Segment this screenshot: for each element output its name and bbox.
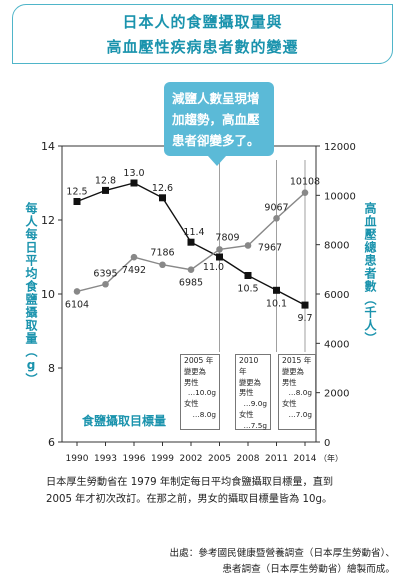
title-box: 日本人的食鹽攝取量與 高血壓性疾病患者數的變遷: [12, 4, 393, 64]
standard-head: 變更為: [184, 366, 206, 376]
salt-intake-point: [102, 186, 109, 194]
right-tick-label: 10000: [324, 191, 356, 202]
standard-box-2005: 2005 年 變更為 男性 …10.0g 女性 …8.0g: [180, 354, 220, 430]
standard-year: 2015 年: [282, 356, 312, 365]
patient-count-point: [159, 261, 166, 269]
patient-count-label: 7967: [258, 242, 282, 253]
standard-box-2015: 2015 年 變更為 男性 …8.0g 女性 …7.0g: [278, 354, 316, 430]
salt-intake-label: 9.7: [297, 313, 312, 324]
salt-intake-point: [187, 238, 195, 246]
right-tick-label: 4000: [324, 339, 349, 350]
x-tick-label: 2011: [265, 454, 288, 464]
right-tick-label: 0: [324, 438, 330, 449]
patient-count-label: 9067: [264, 202, 288, 213]
patient-count-label: 7492: [122, 265, 146, 276]
left-tick-label: 14: [41, 140, 55, 153]
standard-male: 男性: [184, 377, 199, 387]
chart-area: 6 8 10 12 14 0 2000 4000 6000 8000 10000 12000 1990 1…: [41, 140, 356, 464]
source-line2: 患者調查（日本厚生勞動省）繪製而成。: [222, 564, 395, 575]
salt-intake-label: 10.5: [237, 284, 258, 295]
right-axis-title: 高血壓總患者數（千人）: [363, 202, 377, 345]
standard-head: 變更為: [239, 377, 261, 387]
patient-count-label: 6395: [93, 268, 117, 279]
x-tick-label: 1993: [94, 454, 117, 464]
salt-intake-label: 11.4: [183, 227, 204, 238]
right-tick-label: 6000: [324, 290, 349, 301]
salt-intake-point: [130, 179, 138, 187]
salt-intake-label: 13.0: [123, 168, 144, 179]
source-note: 出處：參考國民健康暨營養調查（日本厚生勞動省）、 患者調查（日本厚生勞動省）繪製…: [110, 546, 395, 578]
standard-male: 男性: [282, 377, 297, 387]
x-tick-label: 2002: [180, 454, 203, 464]
standard-year: 2005 年: [184, 356, 214, 365]
salt-intake-point: [73, 198, 81, 205]
chart-title-line2: 高血壓性疾病患者數的變遷: [106, 38, 299, 56]
salt-intake-label: 11.0: [203, 262, 224, 273]
standard-head: 變更為: [282, 366, 304, 376]
x-tick-label: 2014: [294, 454, 317, 464]
left-tick-label: 8: [48, 362, 55, 375]
standard-male-value: …9.0g: [243, 399, 267, 409]
salt-intake-point: [273, 286, 280, 294]
salt-intake-point: [216, 253, 223, 261]
patient-count-point: [244, 242, 252, 249]
right-tick-label: 2000: [324, 389, 349, 400]
salt-intake-label: 12.5: [66, 187, 87, 198]
left-tick-label: 12: [41, 214, 55, 227]
left-tick-label: 10: [41, 288, 55, 301]
footnote: 日本厚生勞動省在 1979 年制定每日平均食鹽攝取目標量，直到 2005 年才初…: [46, 477, 334, 505]
standard-male-value: …8.0g: [288, 388, 312, 398]
patient-count-point: [216, 246, 223, 253]
patient-count-label: 6985: [179, 278, 203, 289]
standard-year: 2010 年: [239, 356, 259, 376]
x-tick-label: 1996: [123, 454, 146, 464]
salt-intake-point: [159, 194, 166, 202]
standard-male: 男性: [239, 388, 254, 398]
right-tick-label: 12000: [324, 142, 356, 153]
right-tick-label: 8000: [324, 241, 349, 252]
standard-female-value: …8.0g: [192, 409, 216, 419]
patient-count-label: 7809: [215, 232, 239, 243]
standard-male-value: …10.0g: [187, 388, 216, 398]
patient-count-label: 7186: [150, 248, 174, 259]
patient-count-label: 10108: [290, 177, 320, 188]
patient-count-label: 6104: [65, 299, 89, 310]
patient-count-point: [102, 280, 109, 288]
standard-female: 女性: [184, 399, 199, 409]
left-axis-title: 每人每日平均食鹽攝取量（g）: [24, 202, 38, 386]
salt-intake-point: [301, 301, 309, 309]
left-tick-label: 6: [48, 436, 55, 449]
standard-box-2010: 2010 年 變更為 男性 …9.0g 女性 …7.5g: [235, 354, 271, 430]
target-intake-label: 食鹽攝取目標量: [82, 414, 167, 428]
x-tick-label: 1999: [151, 454, 174, 464]
source-line1: 出處：參考國民健康暨營養調查（日本厚生勞動省）、: [169, 548, 395, 559]
callout-box: 減鹽人數呈現增加趨勢，高血壓患者卻變多了。: [164, 82, 274, 166]
standard-female-value: …7.0g: [288, 409, 312, 419]
chart-title-line1: 日本人的食鹽攝取量與: [122, 13, 283, 31]
salt-intake-point: [244, 272, 252, 279]
patient-count-point: [273, 215, 280, 222]
x-axis-unit: （年）: [319, 453, 343, 463]
standard-female-value: …7.5g: [243, 420, 267, 430]
patient-count-point: [130, 253, 138, 261]
x-tick-label: 2008: [237, 454, 260, 464]
salt-intake-label: 12.6: [152, 183, 173, 194]
x-tick-label: 2005: [208, 454, 231, 464]
patient-count-point: [187, 266, 195, 274]
patient-count-point: [73, 288, 81, 295]
standard-female: 女性: [282, 399, 297, 409]
x-tick-label: 1990: [66, 454, 89, 464]
salt-intake-label: 10.1: [266, 298, 287, 309]
standard-female: 女性: [239, 409, 254, 419]
patient-count-point: [301, 189, 309, 196]
salt-intake-label: 12.8: [95, 175, 116, 186]
